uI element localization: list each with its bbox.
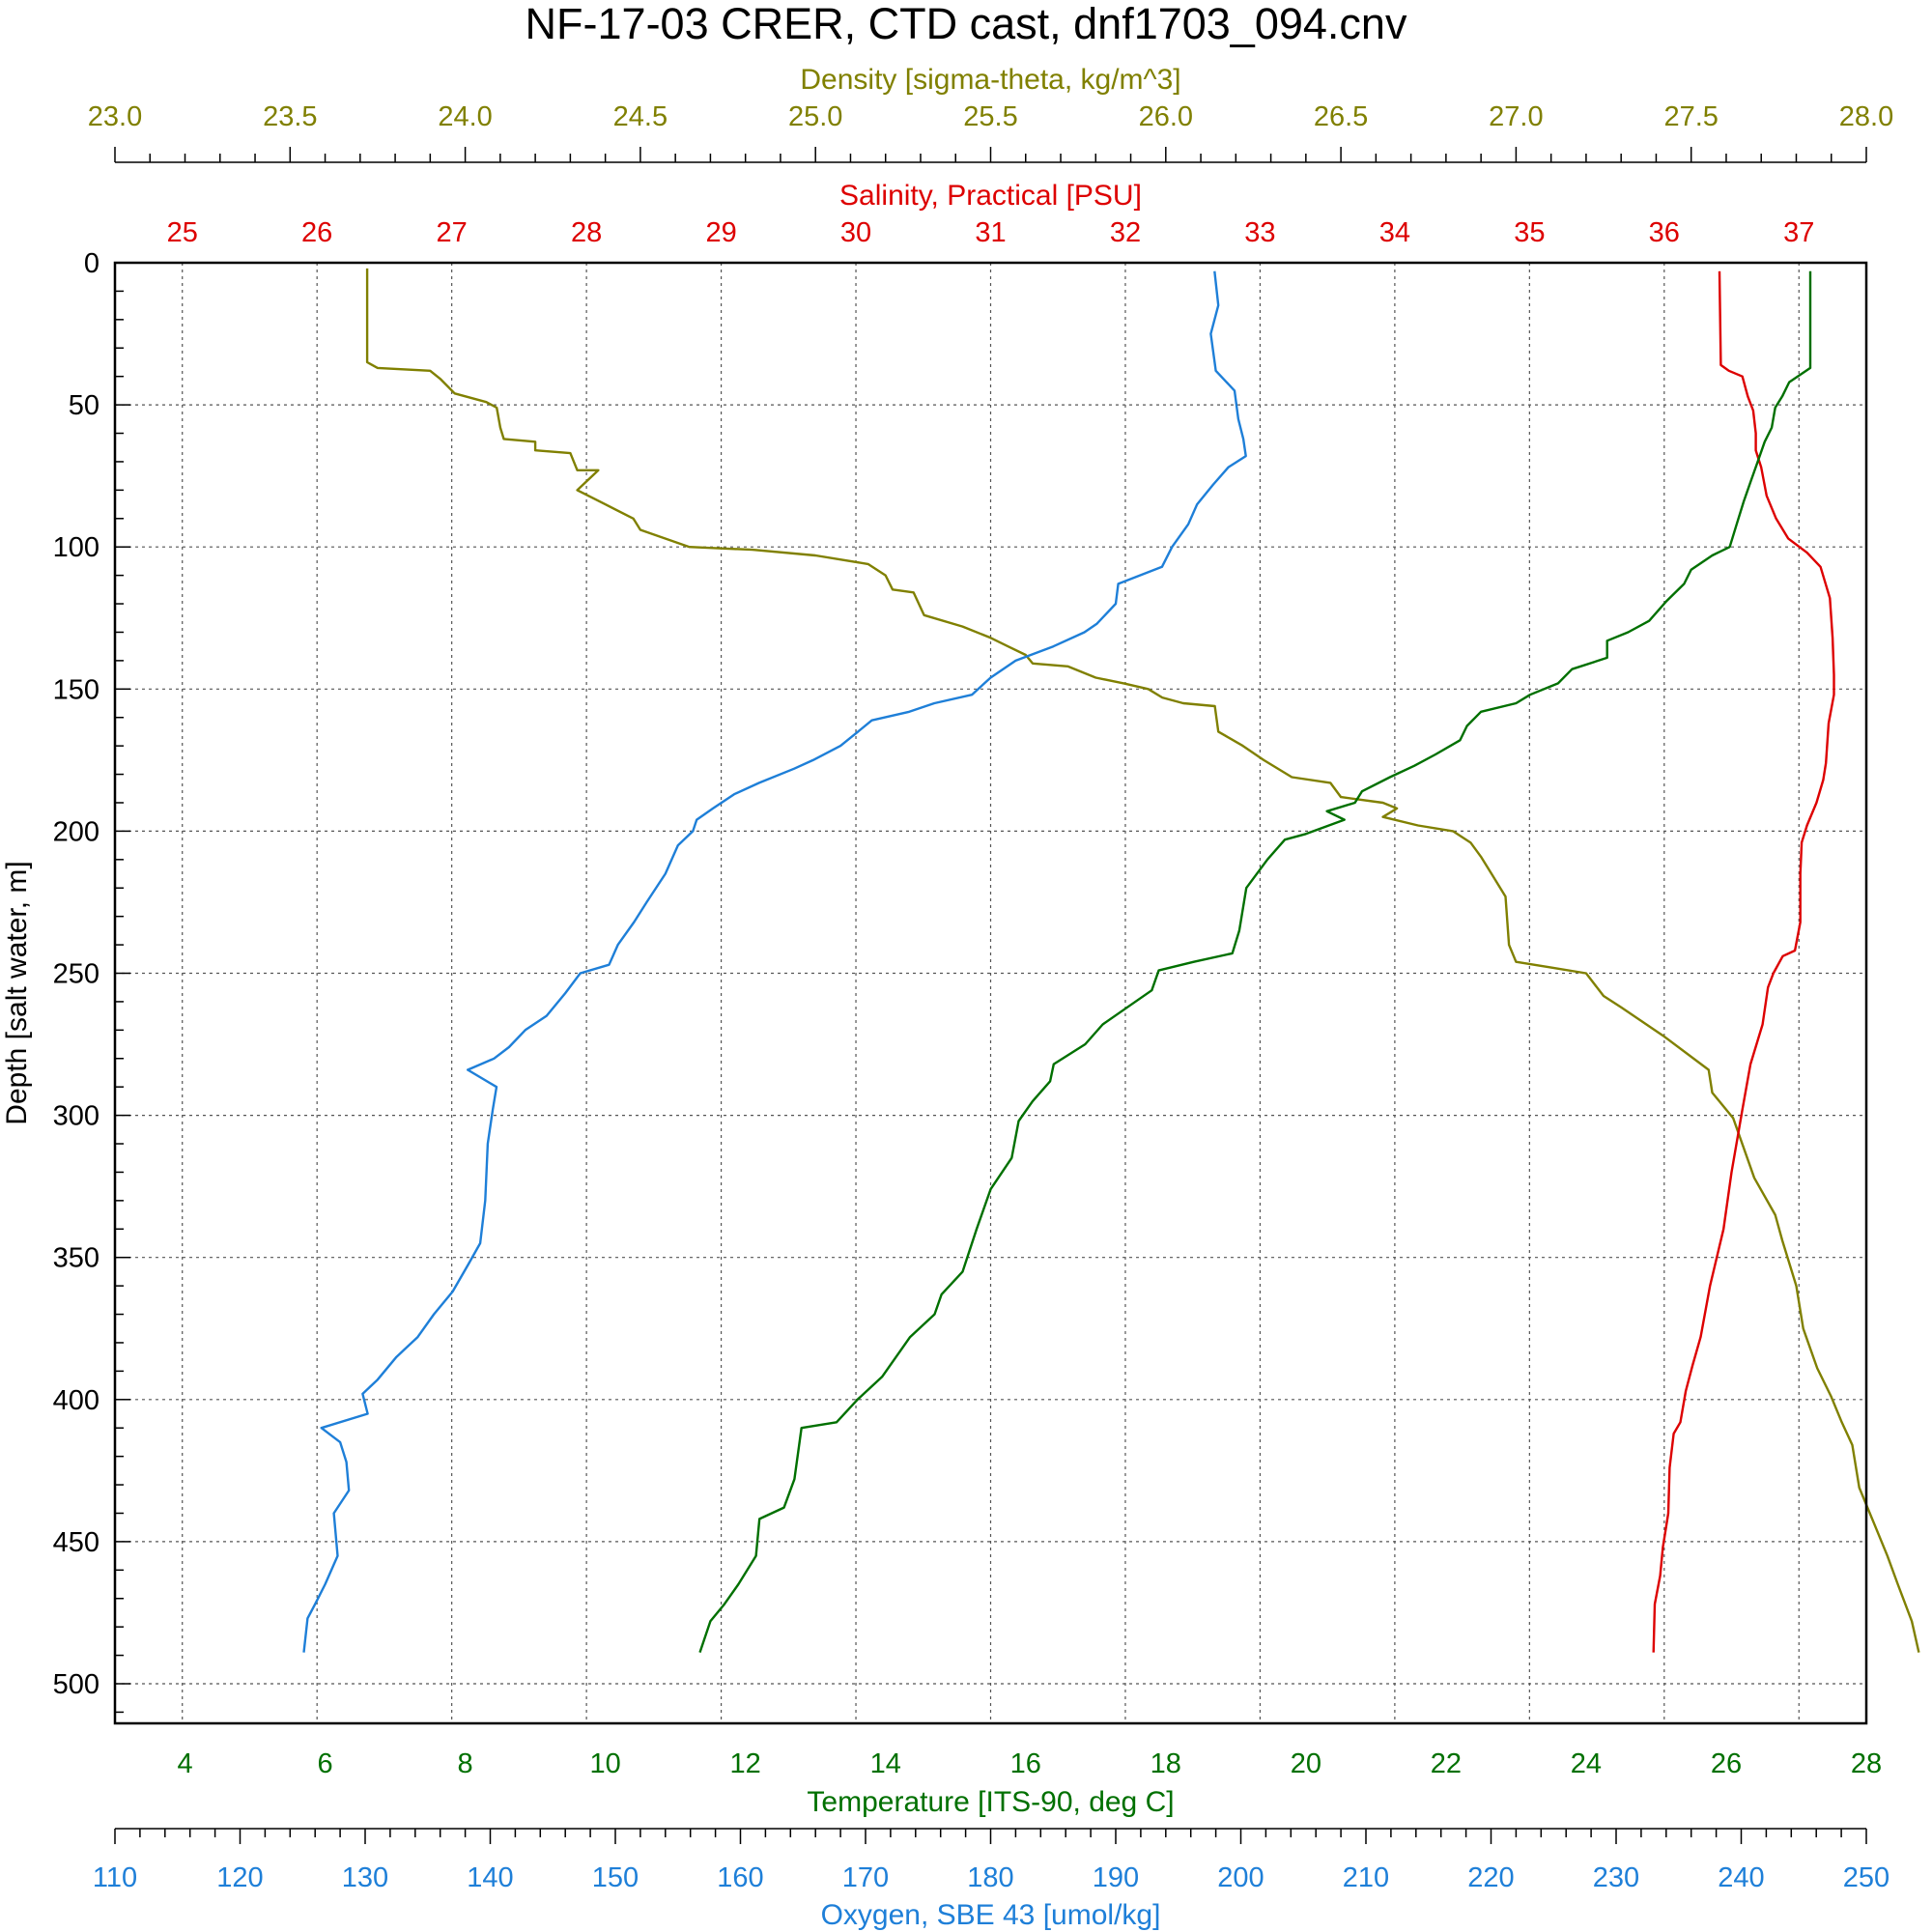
oxygen-tick-label: 130 xyxy=(342,1862,388,1893)
density-tick-label: 26.0 xyxy=(1139,101,1193,132)
y-axis-tick-label: 350 xyxy=(53,1243,99,1274)
density-tick-label: 24.0 xyxy=(438,101,492,132)
density-tick-label: 26.5 xyxy=(1314,101,1368,132)
temperature-profile-line xyxy=(698,270,1812,1653)
grid-lines xyxy=(115,263,1866,1723)
y-axis-label: Depth [salt water, m] xyxy=(1,861,33,1124)
oxygen-tick-label: 210 xyxy=(1343,1862,1389,1893)
density-tick-label: 25.5 xyxy=(963,101,1017,132)
temperature-tick-label: 18 xyxy=(1151,1748,1181,1779)
y-axis-tick-label: 500 xyxy=(53,1669,99,1700)
y-axis-tick-label: 400 xyxy=(53,1385,99,1416)
oxygen-tick-label: 250 xyxy=(1843,1862,1889,1893)
axes-group: 0 50 100 150 200 250 300 350 400 450 500 Depth [sal… xyxy=(1,64,1893,1931)
oxygen-tick-label: 230 xyxy=(1593,1862,1639,1893)
oxygen-tick-label: 150 xyxy=(592,1862,639,1893)
density-tick-label: 23.0 xyxy=(88,101,142,132)
temperature-tick-label: 22 xyxy=(1431,1748,1462,1779)
oxygen-tick-label: 180 xyxy=(967,1862,1013,1893)
density-tick-label: 27.0 xyxy=(1489,101,1543,132)
density-axis-label: Density [sigma-theta, kg/m^3] xyxy=(800,64,1180,96)
salinity-tick-label: 31 xyxy=(975,217,1006,248)
density-tick-label: 25.0 xyxy=(788,101,842,132)
density-tick-label: 24.5 xyxy=(613,101,668,132)
salinity-tick-label: 25 xyxy=(167,217,198,248)
temperature-tick-label: 20 xyxy=(1291,1748,1321,1779)
oxygen-tick-label: 240 xyxy=(1718,1862,1764,1893)
density-tick-label: 27.5 xyxy=(1663,101,1718,132)
salinity-tick-label: 28 xyxy=(571,217,602,248)
oxygen-tick-label: 140 xyxy=(467,1862,513,1893)
y-axis-tick-label: 150 xyxy=(53,674,99,705)
oxygen-tick-label: 120 xyxy=(216,1862,263,1893)
oxygen-profile-line xyxy=(302,270,1247,1653)
oxygen-tick-label: 200 xyxy=(1217,1862,1264,1893)
temperature-tick-label: 24 xyxy=(1571,1748,1602,1779)
y-axis-tick-label: 0 xyxy=(84,248,99,279)
temperature-tick-label: 4 xyxy=(177,1748,192,1779)
plot-frame xyxy=(113,261,1868,1725)
salinity-axis-label: Salinity, Practical [PSU] xyxy=(839,180,1142,212)
salinity-tick-label: 36 xyxy=(1649,217,1680,248)
y-axis-tick-label: 100 xyxy=(53,532,99,563)
temperature-tick-label: 16 xyxy=(1010,1748,1041,1779)
temperature-tick-label: 10 xyxy=(590,1748,621,1779)
oxygen-tick-label: 190 xyxy=(1093,1862,1139,1893)
temperature-tick-label: 28 xyxy=(1851,1748,1882,1779)
oxygen-tick-label: 170 xyxy=(842,1862,889,1893)
oxygen-tick-label: 160 xyxy=(717,1862,763,1893)
density-tick-label: 23.5 xyxy=(263,101,317,132)
salinity-tick-label: 34 xyxy=(1379,217,1410,248)
density-tick-label: 28.0 xyxy=(1839,101,1893,132)
temperature-tick-label: 6 xyxy=(317,1748,332,1779)
temperature-tick-label: 14 xyxy=(870,1748,901,1779)
salinity-tick-label: 37 xyxy=(1783,217,1814,248)
y-axis-tick-label: 250 xyxy=(53,959,99,990)
temperature-tick-label: 8 xyxy=(458,1748,473,1779)
traces-group xyxy=(302,268,1920,1653)
y-axis-tick-label: 200 xyxy=(53,816,99,847)
y-axis-tick-label: 300 xyxy=(53,1101,99,1132)
salinity-tick-label: 32 xyxy=(1110,217,1141,248)
temperature-tick-label: 12 xyxy=(730,1748,761,1779)
salinity-tick-label: 27 xyxy=(437,217,468,248)
density-profile-line xyxy=(365,268,1920,1653)
salinity-tick-label: 33 xyxy=(1244,217,1275,248)
y-axis-tick-label: 450 xyxy=(53,1527,99,1558)
oxygen-tick-label: 220 xyxy=(1467,1862,1514,1893)
y-axis-tick-label: 50 xyxy=(69,390,99,421)
salinity-profile-line xyxy=(1652,270,1835,1653)
salinity-tick-label: 30 xyxy=(840,217,871,248)
temperature-tick-label: 26 xyxy=(1711,1748,1742,1779)
oxygen-axis-label: Oxygen, SBE 43 [umol/kg] xyxy=(821,1899,1161,1931)
salinity-tick-label: 26 xyxy=(301,217,332,248)
temperature-axis-label: Temperature [ITS-90, deg C] xyxy=(807,1786,1174,1818)
chart-title: NF-17-03 CRER, CTD cast, dnf1703_094.cnv xyxy=(526,0,1407,48)
salinity-tick-label: 35 xyxy=(1514,217,1545,248)
oxygen-tick-label: 110 xyxy=(93,1862,137,1893)
salinity-tick-label: 29 xyxy=(705,217,736,248)
